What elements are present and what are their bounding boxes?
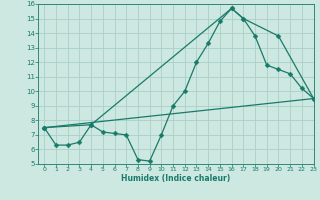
X-axis label: Humidex (Indice chaleur): Humidex (Indice chaleur) <box>121 174 231 183</box>
